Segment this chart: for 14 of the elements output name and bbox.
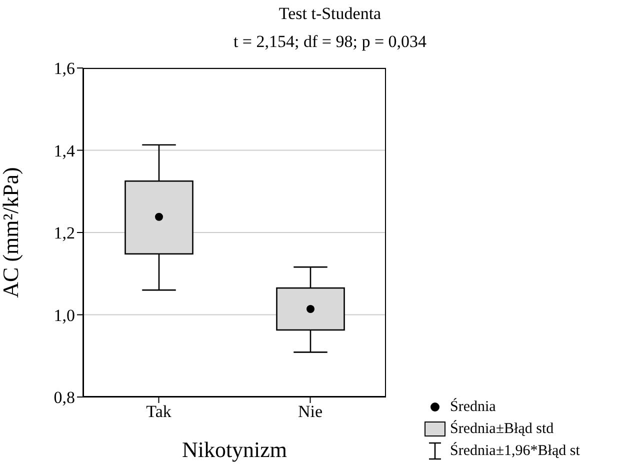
y-tick-label: 1,6 (54, 59, 75, 78)
text: Średnia (450, 398, 496, 416)
x-axis-title: Nikotynizm (182, 437, 288, 462)
y-tick-label: 1,4 (54, 141, 76, 160)
x-tick-label: Nie (298, 402, 323, 422)
y-axis-title: AC (mm²/kPa) (0, 167, 23, 298)
text: Średnia±1,96*Błąd st (450, 442, 580, 460)
y-tick-label: 1,0 (54, 306, 75, 325)
text: Średnia±Błąd std (450, 420, 554, 438)
y-tick-label: 1,2 (54, 224, 75, 243)
x-tick-label: Tak (146, 402, 172, 422)
chart-subtitle: t = 2,154; df = 98; p = 0,034 (232, 32, 428, 52)
y-tick-label: 0,8 (54, 388, 75, 408)
chart-title: Test t-Studenta (278, 4, 382, 24)
